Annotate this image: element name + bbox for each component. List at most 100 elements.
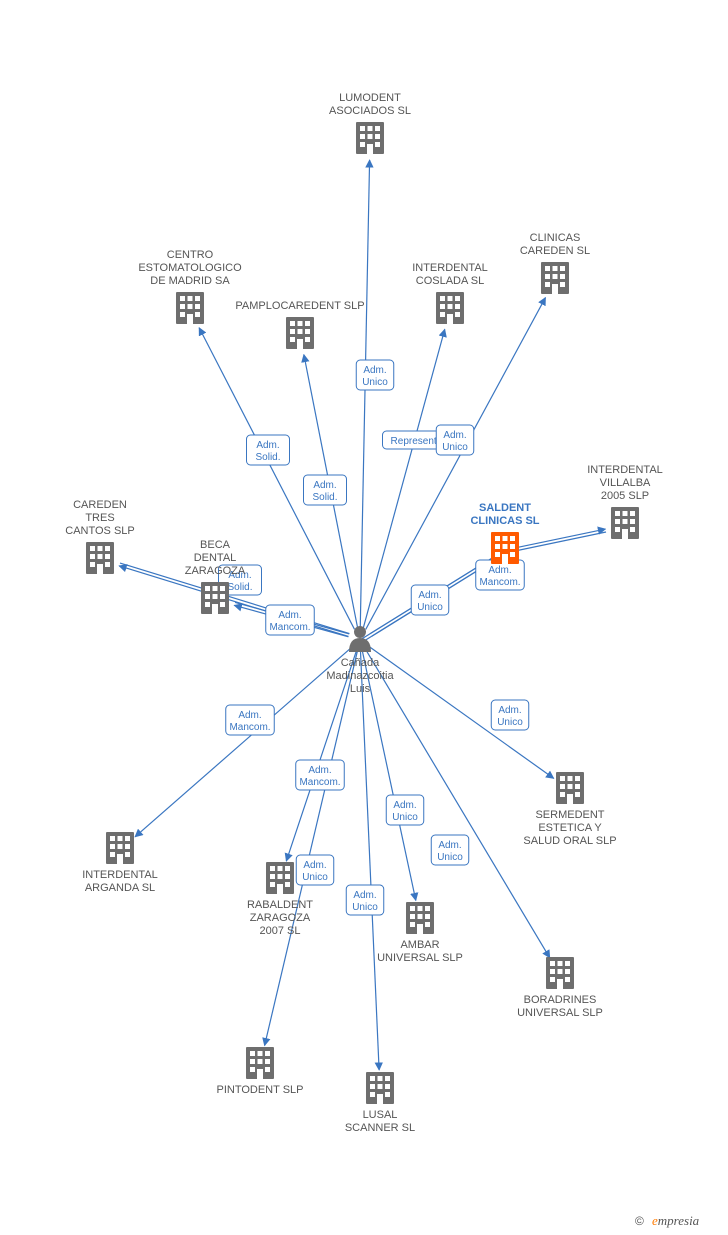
company-label: 2007 SL [260,925,301,937]
edge-label-text: Unico [442,442,468,453]
company-label: INTERDENTAL [412,262,488,274]
company-label: CENTRO [167,249,214,261]
company-label: 2005 SLP [601,490,649,502]
company-node[interactable] [356,122,384,154]
company-node[interactable] [406,902,434,934]
company-label: INTERDENTAL [587,464,663,476]
company-label: SERMEDENT [535,809,604,821]
company-label: VILLALBA [600,477,651,489]
building-icon [246,1047,274,1079]
edge-label-text: Adm. [498,705,521,716]
edge-label-text: Adm. [488,565,511,576]
edge-label-text: Mancom. [299,777,340,788]
building-icon [286,317,314,349]
edge-label-text: Adm. [418,590,441,601]
company-node[interactable] [366,1072,394,1104]
building-icon [106,832,134,864]
edge [135,648,351,837]
footer-copyright: © [635,1214,644,1228]
edge-label-text: Unico [352,902,378,913]
building-icon [201,582,229,614]
company-label: CLINICAS SL [470,515,539,527]
company-label: CAREDEN [73,499,127,511]
company-label: CANTOS SLP [65,525,135,537]
building-icon [176,292,204,324]
company-label: UNIVERSAL SLP [377,952,463,964]
company-label: ARGANDA SL [85,882,155,894]
edge-label-text: Adm. [353,890,376,901]
company-label: PINTODENT SLP [216,1084,303,1096]
company-label: ZARAGOZA [250,912,311,924]
edge-label-text: Represent. [391,436,440,447]
company-node[interactable] [541,262,569,294]
edge-label-text: Mancom. [269,622,310,633]
edge-label-text: Unico [437,852,463,863]
building-icon [556,772,584,804]
company-node[interactable] [286,317,314,349]
edge-label-text: Unico [497,717,523,728]
edge-label-text: Mancom. [479,577,520,588]
building-icon [541,262,569,294]
company-label: LUMODENT [339,92,401,104]
company-label: SALUD ORAL SLP [523,835,616,847]
building-icon [406,902,434,934]
company-label: PAMPLOCAREDENT SLP [235,300,364,312]
company-label: ZARAGOZA [185,565,246,577]
company-label: AMBAR [400,939,439,951]
edge-label-text: Adm. [393,800,416,811]
company-node[interactable] [436,292,464,324]
edge-label-text: Solid. [255,452,280,463]
company-node[interactable] [611,507,639,539]
company-label: BECA [200,539,231,551]
edge-label-text: Adm. [313,480,336,491]
person-label: Madinazcoitia [326,670,394,682]
company-label: LUSAL [363,1109,398,1121]
company-label: SALDENT [479,502,531,514]
network-diagram: Adm.UnicoAdm.Solid.Adm.Solid.Represent.A… [0,0,728,1235]
building-icon [611,507,639,539]
company-node[interactable] [106,832,134,864]
company-label: BORADRINES [524,994,597,1006]
edge-label-text: Adm. [438,840,461,851]
building-icon [491,532,519,564]
edge-label-text: Unico [392,812,418,823]
company-node[interactable] [201,582,229,614]
company-label: TRES [85,512,114,524]
edge-label-text: Unico [362,377,388,388]
company-node[interactable] [176,292,204,324]
building-icon [266,862,294,894]
company-label: ESTOMATOLOGICO [138,262,242,274]
company-node[interactable] [266,862,294,894]
company-node[interactable] [86,542,114,574]
company-node[interactable] [556,772,584,804]
edge-label-text: Adm. [303,860,326,871]
edge [286,651,356,861]
person-label: Cañada [341,657,380,669]
building-icon [366,1072,394,1104]
building-icon [356,122,384,154]
edge-label-text: Solid. [312,492,337,503]
company-node[interactable] [491,532,519,564]
company-label: ESTETICA Y [538,822,602,834]
edge-label-text: Adm. [238,710,261,721]
company-label: ASOCIADOS SL [329,105,411,117]
company-node[interactable] [546,957,574,989]
company-label: DENTAL [194,552,237,564]
edge-label-text: Adm. [363,365,386,376]
edge-label-text: Solid. [227,582,252,593]
edge [360,160,369,628]
edge-label-text: Adm. [308,765,331,776]
edge-label-text: Mancom. [229,722,270,733]
company-label: CAREDEN SL [520,245,590,257]
company-label: RABALDENT [247,899,313,911]
building-icon [546,957,574,989]
company-label: DE MADRID SA [150,275,230,287]
company-label: SCANNER SL [345,1122,415,1134]
footer-brand: empresia [652,1213,700,1228]
building-icon [86,542,114,574]
edge [517,529,606,547]
edge-label-text: Adm. [443,430,466,441]
company-label: INTERDENTAL [82,869,158,881]
company-node[interactable] [246,1047,274,1079]
building-icon [436,292,464,324]
